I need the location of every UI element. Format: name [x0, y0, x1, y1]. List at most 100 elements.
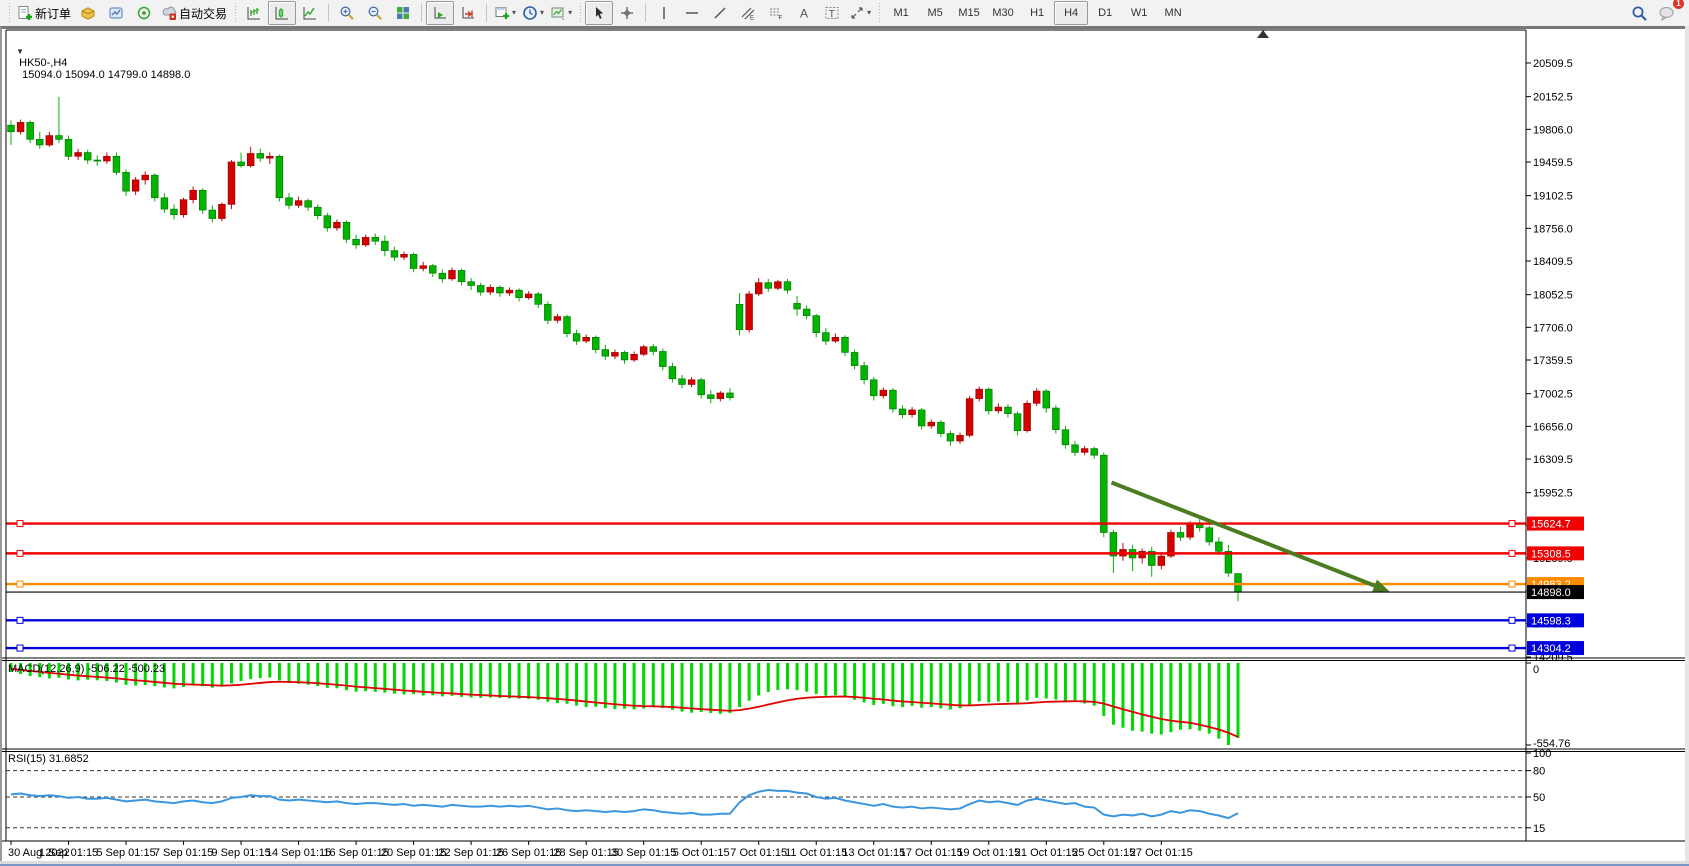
chart-shift-button[interactable] — [454, 1, 482, 25]
line-anchor-handle[interactable] — [16, 549, 24, 557]
new-chart-button[interactable]: ▾ — [491, 1, 519, 25]
equidistant-channel-icon: E — [741, 7, 755, 21]
market-watch-button[interactable] — [102, 1, 130, 25]
chart-type-line-button[interactable] — [296, 1, 324, 25]
crosshair-tool-button[interactable] — [613, 1, 641, 25]
line-anchor-handle[interactable] — [16, 616, 24, 624]
notifications-button[interactable]: 1 — [1653, 0, 1684, 25]
timeframe-button-mn[interactable]: MN — [1164, 7, 1182, 19]
line-anchor-handle[interactable] — [16, 644, 24, 652]
candle-body — [448, 270, 456, 280]
line-anchor-handle[interactable] — [16, 580, 24, 588]
signals-button[interactable] — [130, 1, 158, 25]
templates-button[interactable]: ▾ — [547, 1, 575, 25]
line-anchor-handle[interactable] — [1508, 616, 1516, 624]
auto-trading-button[interactable]: 自动交易 — [158, 1, 230, 25]
text-label-tool-button[interactable]: T — [818, 1, 846, 25]
candle-body — [189, 189, 197, 200]
vertical-line-tool-button[interactable] — [650, 1, 678, 25]
time-label: 26 Sep 01:15 — [496, 847, 561, 859]
line-anchor-handle[interactable] — [1508, 580, 1516, 588]
candle-body — [170, 208, 178, 216]
timeframe-button-w1[interactable]: W1 — [1130, 7, 1148, 19]
price-tag — [1527, 613, 1584, 628]
tile-windows-button[interactable] — [389, 1, 417, 25]
candle-body — [639, 346, 648, 355]
candle-body — [937, 421, 945, 434]
candle-body — [496, 287, 504, 294]
toolbar-grip[interactable] — [7, 3, 11, 23]
fibonacci-tool-button[interactable]: F — [762, 1, 790, 25]
line-anchor-handle[interactable] — [1508, 644, 1516, 652]
chart-type-bars-button[interactable] — [240, 1, 268, 25]
timeframe-button-m30[interactable]: M30 — [992, 7, 1014, 19]
candle-body — [630, 353, 638, 361]
horizontal-line-object[interactable]: 15624.7 — [6, 516, 1584, 531]
chart-type-candlestick-button[interactable] — [268, 1, 297, 25]
candle-body — [975, 388, 983, 399]
channel-tool-button[interactable]: E — [734, 1, 762, 25]
time-label: 13 Oct 01:15 — [842, 847, 905, 859]
timeframe-toolbar: M1 M5 M15 M30 H1 H4 D1 W1 MN — [884, 1, 1190, 25]
candle-body — [1215, 541, 1223, 552]
candle-body — [314, 206, 322, 216]
candle-body — [822, 332, 830, 342]
candle-body — [122, 172, 130, 192]
price-tag-label: 15308.5 — [1531, 548, 1571, 560]
timeframe-button-h1[interactable]: H1 — [1030, 7, 1045, 19]
auto-scroll-button[interactable] — [426, 1, 455, 25]
trend-arrow[interactable] — [1110, 480, 1390, 592]
chart-plot-area[interactable] — [6, 30, 1526, 841]
candle-body — [467, 281, 475, 286]
toolbar-grip[interactable] — [578, 3, 583, 23]
toolbar-grip[interactable] — [233, 3, 238, 23]
horizontal-line-tool-button[interactable] — [678, 1, 706, 25]
price-tick-label: 15952.5 — [1533, 488, 1573, 500]
timeframe-button-d1[interactable]: D1 — [1098, 7, 1113, 19]
candle-body — [1176, 532, 1185, 538]
zoom-out-button[interactable] — [361, 1, 389, 25]
line-anchor-handle[interactable] — [1508, 520, 1516, 528]
profile-button[interactable] — [74, 1, 102, 25]
clock-icon — [523, 6, 537, 20]
candle-body — [755, 282, 763, 295]
text-tool-button[interactable]: A — [790, 1, 818, 25]
arrows-tool-button[interactable]: ▾ — [846, 1, 874, 25]
timeframe-button-m15[interactable]: M15 — [958, 7, 980, 19]
candle-body — [323, 215, 332, 229]
new-order-button[interactable]: 新订单 — [14, 1, 74, 25]
macd-signal-line — [10, 668, 1239, 738]
candle-body — [438, 272, 447, 280]
line-anchor-handle[interactable] — [1508, 549, 1516, 557]
price-tick-label: 17706.0 — [1533, 322, 1573, 334]
periods-button[interactable]: ▾ — [519, 1, 547, 25]
line-anchor-handle[interactable] — [16, 520, 24, 528]
candle-body — [227, 161, 236, 205]
price-tag — [1527, 516, 1584, 531]
price-axis[interactable]: 20509.5 20152.5 19806.0 19459.5 19102.5 18756… — [1526, 58, 1573, 664]
trendline-tool-button[interactable] — [706, 1, 734, 25]
zoom-in-button[interactable] — [333, 1, 361, 25]
horizontal-line-object[interactable]: 14304.2 — [6, 641, 1584, 656]
new-order-icon — [18, 6, 32, 20]
search-button[interactable] — [1625, 1, 1653, 25]
cursor-tool-button[interactable] — [585, 1, 614, 25]
price-tick-label: 19806.0 — [1533, 124, 1573, 136]
candle-body — [64, 139, 73, 157]
time-label: 7 Sep 01:15 — [154, 847, 213, 859]
candle-body — [802, 308, 811, 316]
candle-body — [429, 265, 437, 274]
timeframe-button-m1[interactable]: M1 — [893, 7, 909, 19]
toolbar-grip[interactable] — [877, 3, 882, 23]
candle-body — [927, 421, 935, 427]
time-label: 21 Oct 01:15 — [1015, 847, 1078, 859]
horizontal-line-object[interactable]: 15308.5 — [6, 546, 1584, 561]
horizontal-line-object[interactable]: 14598.3 — [6, 613, 1584, 628]
timeframe-button-h4[interactable]: H4 — [1054, 1, 1089, 25]
timeframe-button-m5[interactable]: M5 — [927, 7, 943, 19]
chart-dropdown-icon[interactable]: ▼ — [16, 47, 25, 56]
chart-shift-marker[interactable] — [1257, 30, 1269, 38]
rsi-line — [10, 788, 1239, 820]
